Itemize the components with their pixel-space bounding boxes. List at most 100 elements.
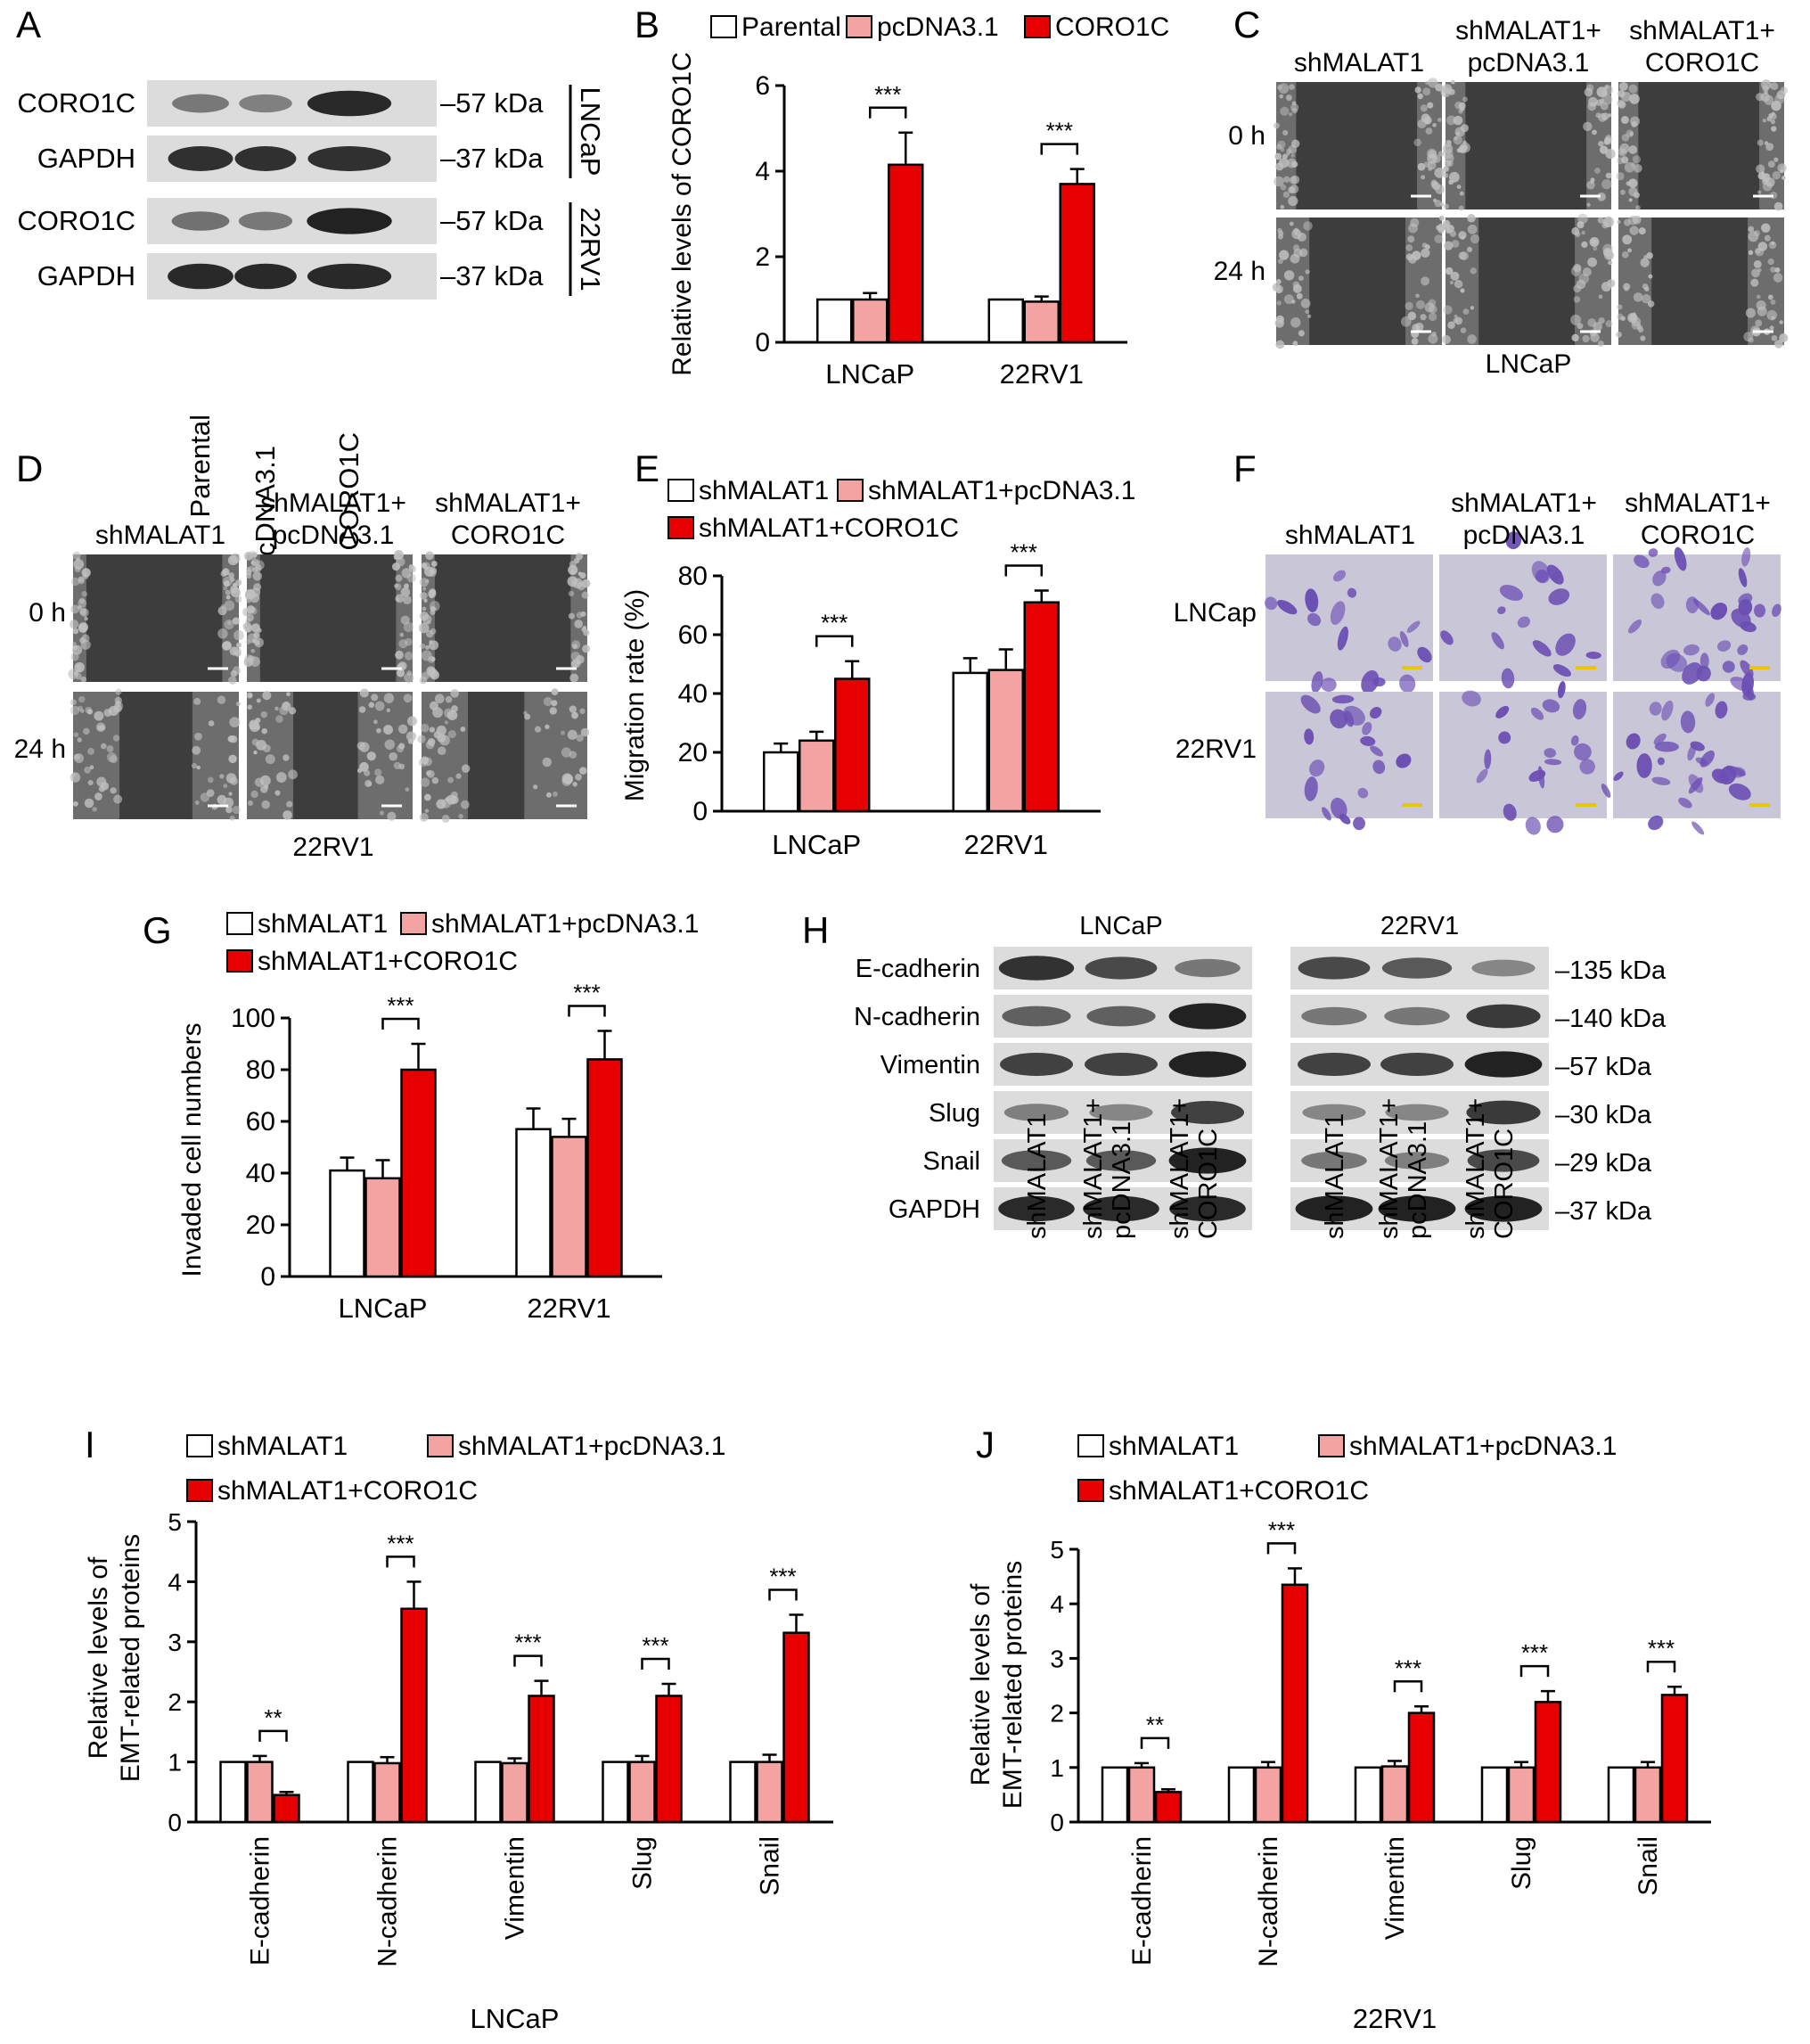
cell-speck [72,800,78,807]
stained-cell [1396,753,1412,768]
blot-kda-label: –29 kDa [1555,1149,1652,1178]
stained-cell [1311,671,1323,694]
cell-layer [1618,218,1652,345]
cell-speck [253,750,258,755]
stained-cell [1331,797,1347,819]
cell-speck [223,586,228,591]
cell-speck [1756,164,1765,174]
blot-band [1471,959,1536,977]
bar-shmalat1-coro1c [586,1058,623,1278]
blot-band [1002,1006,1071,1027]
cell-speck [1586,180,1595,190]
cell-speck [1770,267,1776,273]
cell-speck [1628,145,1638,154]
cell-speck [1298,275,1304,282]
legend-swatch [400,912,427,935]
blot-kda-label: –140 kDa [1555,1005,1667,1033]
legend-label: shMALAT1+CORO1C [1109,1476,1369,1506]
cell-speck [235,642,242,648]
x-tick-label: E-cadherin [246,1836,275,1966]
cell-speck [1439,216,1445,221]
cell-speck [1603,250,1614,260]
stained-cell [1699,750,1715,768]
cell-speck [250,607,258,615]
y-axis-label: Migration rate (%) [620,589,650,801]
cell-speck [78,576,85,583]
cell-speck [1770,82,1779,91]
blot-band [1171,1101,1244,1124]
cell-speck [445,796,451,802]
stained-cell [1552,664,1571,677]
cell-speck [1435,83,1444,92]
cell-speck [582,625,587,630]
cell-speck [460,800,470,809]
cell-speck [404,637,413,646]
stained-cell [1322,807,1331,821]
stained-cell [1305,588,1319,612]
cell-speck [1626,129,1634,138]
lane-label: shMALAT1 [1321,1113,1349,1239]
cell-speck [1631,120,1638,127]
cell-speck [1622,234,1633,245]
cell-speck [1282,191,1290,198]
bar-shmalat1-coro1c [273,1794,300,1824]
y-axis-label: Relative levels of CORO1C [667,52,697,375]
cell-speck [1616,331,1622,338]
cell-speck [227,735,235,743]
cell-speck [208,776,214,784]
micrograph-tile [1616,79,1789,211]
cell-speck [580,727,590,737]
cell-speck [224,620,234,630]
cell-speck [1414,322,1424,332]
panel-letter-c: C [1233,4,1260,45]
micrograph-tile [1439,531,1607,689]
row-label: LNCap [1174,598,1257,628]
cell-speck [374,701,385,711]
stained-cell [1555,633,1576,656]
cell-speck [87,779,94,786]
y-tick-label: 60 [246,1107,275,1137]
cell-speck [73,732,79,738]
legend-swatch [226,912,253,935]
cell-speck [546,792,552,798]
stained-cell [1330,601,1346,625]
cell-speck [230,776,238,785]
cell-speck [1771,241,1775,245]
cell-speck [1451,240,1460,248]
significance-bracket [1004,564,1043,577]
significance-stars: *** [642,1632,668,1659]
cell-speck [228,676,237,685]
stained-cell [1710,602,1728,620]
cell-speck [1768,113,1773,119]
stained-cell [1505,531,1522,550]
blot-band [168,146,233,171]
bar-shmalat1-pcdna3-1 [551,1136,587,1278]
cell-speck [561,730,566,735]
cell-speck [81,591,88,597]
stained-cell [1304,728,1315,745]
cell-speck [1577,323,1584,330]
column-label: pcDNA3.1 [273,521,395,550]
cell-speck [288,769,298,780]
cell-speck [1467,334,1477,344]
cell-speck [1618,81,1628,91]
cell-speck [1779,320,1784,324]
blot-band [234,146,297,171]
cell-speck [1773,273,1783,283]
cell-speck [461,764,471,773]
cell-layer [1446,82,1466,209]
blot-band [1302,1104,1366,1121]
cell-speck [1774,267,1781,273]
cell-speck [1631,316,1642,327]
stained-cell [1570,735,1579,746]
stained-cell [1742,692,1757,701]
cell-speck [106,745,114,752]
column-label: shMALAT1+ [435,488,581,518]
micrograph-tile [1613,662,1781,835]
cell-speck [542,757,552,768]
cell-speck [394,583,402,591]
cell-speck [437,746,446,756]
legend-swatch [186,1479,213,1502]
cell-speck [92,807,97,812]
blot-kda-label: –37 kDa [1555,1197,1652,1226]
